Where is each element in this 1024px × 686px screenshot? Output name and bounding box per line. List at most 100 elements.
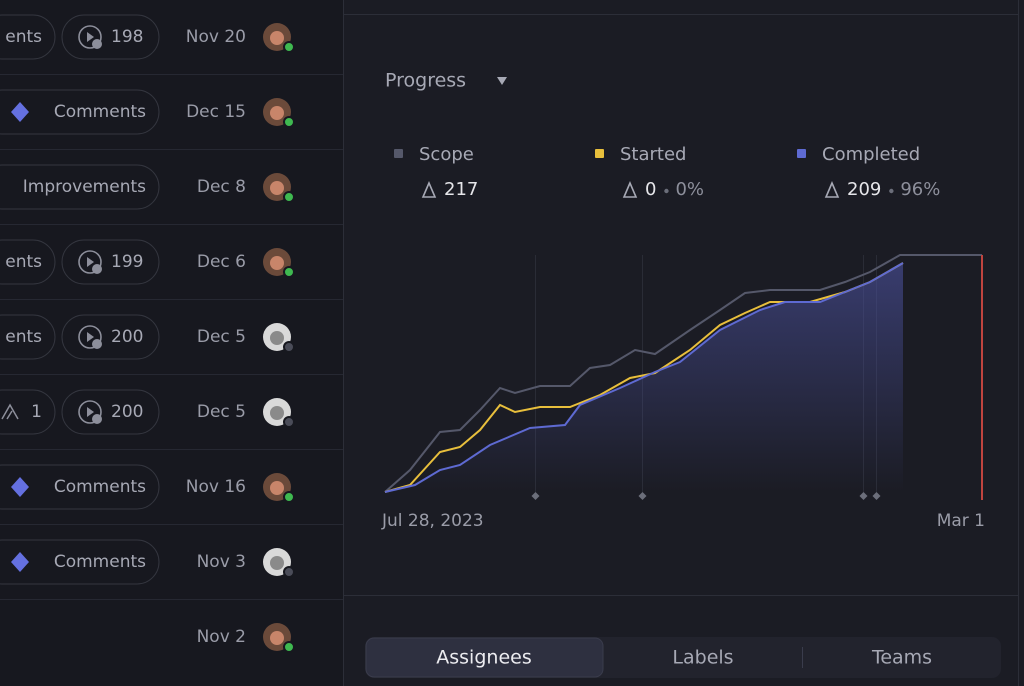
status-dot [283, 491, 295, 503]
label-text: 1 [31, 402, 42, 422]
estimate-icon [622, 180, 638, 198]
legend-swatch [797, 149, 806, 158]
status-dot [283, 191, 295, 203]
diamond-icon [11, 102, 29, 122]
count-text: 200 [111, 402, 143, 422]
legend-value: 217 [444, 179, 478, 200]
date: Nov 20 [186, 27, 246, 47]
tab[interactable]: Teams [871, 647, 932, 669]
avatar-face [270, 106, 284, 120]
label-pill[interactable] [0, 89, 160, 135]
label-pill[interactable] [0, 464, 160, 510]
issue-row[interactable]: 1 200 Dec 5 [0, 374, 343, 435]
project-icon [1, 403, 19, 420]
cycle-icon [78, 400, 102, 424]
date: Dec 6 [197, 252, 246, 272]
count-pill[interactable] [61, 14, 160, 60]
caret [497, 77, 507, 85]
label-text: Comments [54, 477, 146, 497]
milestone[interactable] [859, 492, 868, 500]
date: Nov 3 [197, 552, 246, 572]
x-start-label: Jul 28, 2023 [381, 511, 484, 531]
count-pill[interactable] [61, 389, 160, 435]
date: Nov 16 [186, 477, 246, 497]
tab[interactable]: Labels [672, 647, 733, 669]
date: Dec 5 [197, 327, 246, 347]
legend-percent: 0% [675, 179, 704, 200]
x-end-label: Mar 1 [937, 511, 985, 531]
progress-dropdown[interactable]: Progress [385, 70, 507, 92]
label-text: Comments [54, 102, 146, 122]
separator-dot [889, 188, 894, 194]
estimate-icon [824, 180, 840, 198]
label-text: ents [5, 252, 42, 272]
count-text: 198 [111, 27, 143, 47]
label-pill[interactable] [0, 314, 56, 360]
completed-line [384, 262, 904, 493]
cycle-check [92, 39, 102, 49]
avatar-face [270, 31, 284, 45]
cycle-check [92, 264, 102, 274]
label-pill[interactable] [0, 14, 56, 60]
label-pill[interactable] [0, 539, 160, 585]
cycle-check [92, 414, 102, 424]
legend-percent: 96% [900, 179, 940, 200]
milestone[interactable] [638, 492, 647, 500]
date: Nov 2 [197, 627, 246, 647]
cycle-icon [78, 25, 102, 49]
status-dot [283, 416, 295, 428]
status-dot [283, 341, 295, 353]
side-panel [343, 0, 1024, 686]
cycle-icon [78, 325, 102, 349]
status-dot [283, 41, 295, 53]
avatar-face [270, 406, 284, 420]
issue-row[interactable]: Comments Nov 16 [0, 449, 343, 510]
count-text: 199 [111, 252, 143, 272]
issue-row[interactable]: Improvements Dec 8 [0, 149, 343, 210]
diamond-icon [11, 477, 29, 497]
legend-value: 209 [847, 179, 881, 200]
cycle-play [87, 32, 94, 42]
label-pill[interactable] [0, 239, 56, 285]
avatar-face [270, 481, 284, 495]
diamond-icon [11, 552, 29, 572]
label-text: ents [5, 27, 42, 47]
date: Dec 15 [186, 102, 246, 122]
issue-row[interactable]: ents 199 Dec 6 [0, 224, 343, 285]
count-pill[interactable] [61, 314, 160, 360]
issue-row[interactable]: ents 200 Dec 5 [0, 299, 343, 360]
cycle-play [87, 257, 94, 267]
avatar-face [270, 331, 284, 345]
count-text: 200 [111, 327, 143, 347]
label-text: Improvements [23, 177, 146, 197]
legend-name: Completed [822, 144, 920, 165]
date: Dec 8 [197, 177, 246, 197]
count-pill[interactable] [61, 239, 160, 285]
status-dot [283, 116, 295, 128]
legend-swatch [595, 149, 604, 158]
avatar-face [270, 631, 284, 645]
active-tab-bg [365, 637, 604, 678]
legend-swatch [394, 149, 403, 158]
tab[interactable]: Assignees [436, 647, 531, 669]
label-pill[interactable] [0, 164, 160, 210]
scope-line [384, 254, 982, 493]
legend-name: Started [620, 144, 686, 165]
legend-value: 0 [645, 179, 656, 200]
progress-title: Progress [385, 70, 466, 92]
cycle-icon [78, 250, 102, 274]
legend-name: Scope [419, 144, 474, 165]
issue-row[interactable]: ents 198 Nov 20 [0, 14, 295, 60]
issue-row[interactable]: Nov 2 [0, 599, 343, 653]
milestone[interactable] [872, 492, 881, 500]
status-dot [283, 641, 295, 653]
label-pill[interactable] [0, 389, 56, 435]
avatar-face [270, 256, 284, 270]
issue-row[interactable]: Comments Nov 3 [0, 524, 343, 585]
avatar-face [270, 556, 284, 570]
issue-row[interactable]: Comments Dec 15 [0, 74, 343, 135]
status-dot [283, 566, 295, 578]
milestone[interactable] [531, 492, 540, 500]
date: Dec 5 [197, 402, 246, 422]
